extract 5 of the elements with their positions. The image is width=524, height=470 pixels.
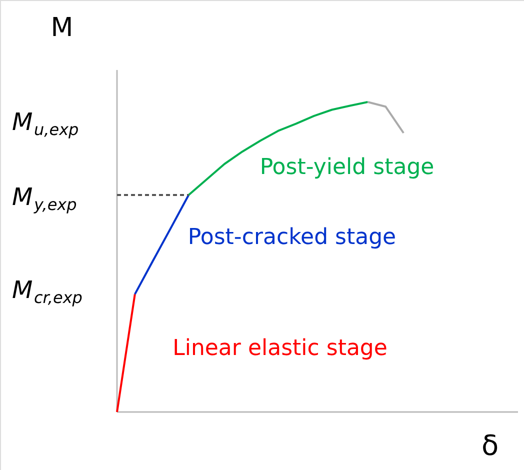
- series-label: Post-yield stage: [260, 155, 434, 180]
- x-axis-title: δ: [481, 429, 499, 462]
- series-label: Linear elastic stage: [172, 336, 388, 361]
- series-label: Post-cracked stage: [188, 225, 396, 250]
- y-axis-title: M: [50, 13, 74, 43]
